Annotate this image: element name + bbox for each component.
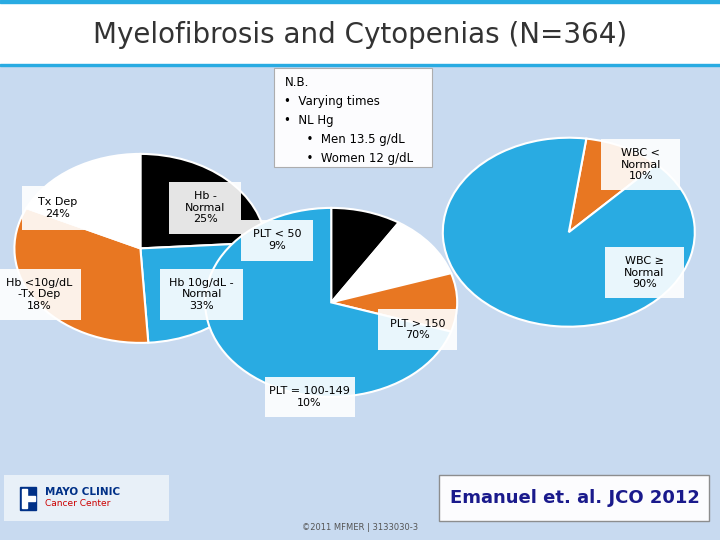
Wedge shape xyxy=(27,154,140,248)
Wedge shape xyxy=(331,208,399,302)
FancyBboxPatch shape xyxy=(4,475,169,521)
Text: PLT = 100-149
10%: PLT = 100-149 10% xyxy=(269,386,350,408)
Text: Hb 10g/dL -
Normal
33%: Hb 10g/dL - Normal 33% xyxy=(169,278,234,311)
FancyBboxPatch shape xyxy=(378,309,457,350)
Wedge shape xyxy=(569,139,657,232)
Wedge shape xyxy=(443,138,695,327)
Wedge shape xyxy=(205,208,451,397)
Text: MAYO CLINIC: MAYO CLINIC xyxy=(45,488,120,497)
Bar xyxy=(26,496,35,501)
Wedge shape xyxy=(14,208,148,343)
Text: PLT < 50
9%: PLT < 50 9% xyxy=(253,230,302,251)
Text: Tx Dep
24%: Tx Dep 24% xyxy=(38,197,77,219)
Text: ©2011 MFMER | 3133030-3: ©2011 MFMER | 3133030-3 xyxy=(302,523,418,532)
FancyBboxPatch shape xyxy=(274,68,432,167)
Wedge shape xyxy=(140,154,266,248)
FancyBboxPatch shape xyxy=(265,377,355,417)
Bar xyxy=(20,487,36,510)
Bar xyxy=(0,0,720,3)
Text: Emanuel et. al. JCO 2012: Emanuel et. al. JCO 2012 xyxy=(449,489,700,508)
FancyBboxPatch shape xyxy=(161,268,243,320)
Text: N.B.
•  Varying times
•  NL Hg
      •  Men 13.5 g/dL
      •  Women 12 g/dL: N.B. • Varying times • NL Hg • Men 13.5 … xyxy=(284,76,413,165)
Text: Hb -
Normal
25%: Hb - Normal 25% xyxy=(185,191,225,225)
Text: Myelofibrosis and Cytopenias (N=364): Myelofibrosis and Cytopenias (N=364) xyxy=(93,21,627,49)
FancyBboxPatch shape xyxy=(605,247,684,298)
FancyBboxPatch shape xyxy=(241,220,313,260)
Text: WBC ≥
Normal
90%: WBC ≥ Normal 90% xyxy=(624,256,665,289)
Bar xyxy=(22,489,27,508)
FancyBboxPatch shape xyxy=(169,183,241,233)
Text: Cancer Center: Cancer Center xyxy=(45,499,110,508)
FancyBboxPatch shape xyxy=(439,475,709,521)
Bar xyxy=(0,64,720,66)
FancyBboxPatch shape xyxy=(0,268,81,320)
Bar xyxy=(0,0,720,65)
Wedge shape xyxy=(331,273,457,332)
Wedge shape xyxy=(140,242,266,343)
Text: WBC <
Normal
10%: WBC < Normal 10% xyxy=(621,148,661,181)
Text: PLT > 150
70%: PLT > 150 70% xyxy=(390,319,446,340)
FancyBboxPatch shape xyxy=(22,186,94,230)
FancyBboxPatch shape xyxy=(601,139,680,191)
Wedge shape xyxy=(331,222,451,302)
Text: Hb <10g/dL
-Tx Dep
18%: Hb <10g/dL -Tx Dep 18% xyxy=(6,278,73,311)
